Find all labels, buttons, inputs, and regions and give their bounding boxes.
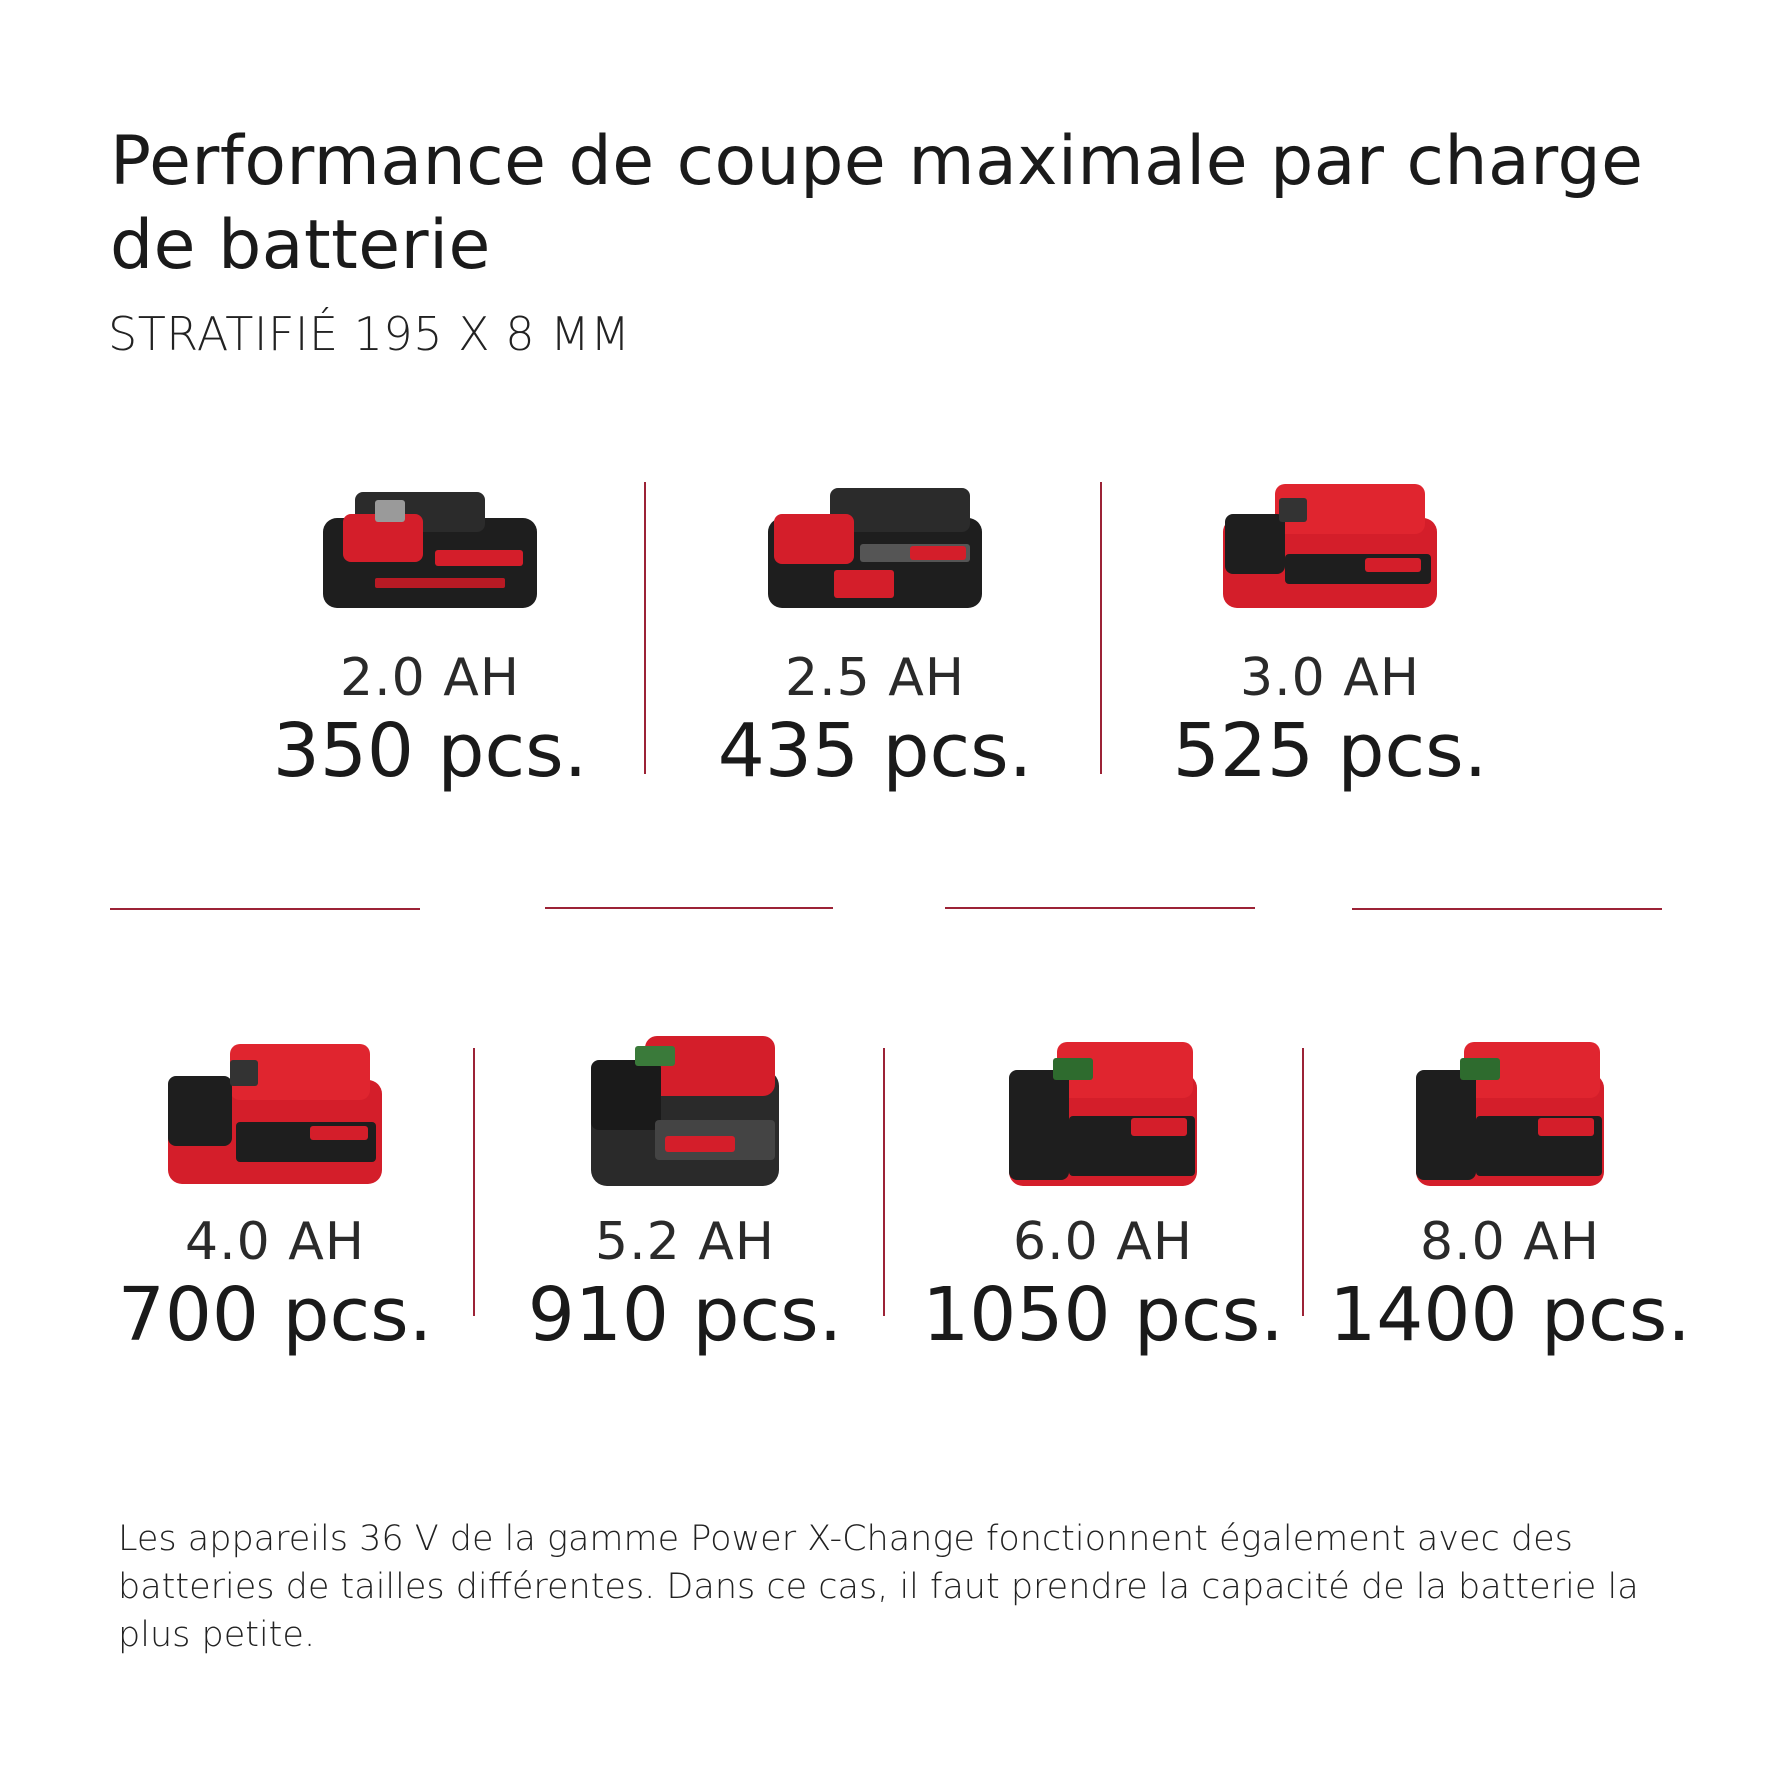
battery-pack-icon: [1223, 484, 1437, 608]
battery-pack-icon: [1009, 1042, 1197, 1186]
column-divider: [473, 1048, 475, 1316]
row-divider: [545, 907, 833, 909]
battery-pack-icon: [323, 492, 537, 608]
battery-pack-icon: [768, 488, 982, 608]
column-divider: [644, 482, 646, 774]
battery-pack-icon: [1416, 1042, 1604, 1186]
battery-card-2-5ah: 2.5 AH 435 pcs.: [718, 478, 1032, 794]
cut-count: 1050 pcs.: [922, 1272, 1284, 1358]
column-divider: [1100, 482, 1102, 774]
cut-count: 1400 pcs.: [1329, 1272, 1691, 1358]
battery-capacity: 8.0 AH: [1420, 1212, 1600, 1272]
column-divider: [1302, 1048, 1304, 1316]
row-divider: [110, 908, 420, 910]
battery-card-5-2ah: 5.2 AH 910 pcs.: [520, 1030, 850, 1358]
cut-count: 700 pcs.: [117, 1272, 433, 1358]
page-title: Performance de coupe maximale par charge…: [110, 122, 1644, 285]
footnote-text: Les appareils 36 V de la gamme Power X-C…: [118, 1519, 1639, 1655]
cut-count: 350 pcs.: [272, 708, 588, 794]
battery-capacity: 2.0 AH: [340, 648, 520, 708]
cut-count: 910 pcs.: [527, 1272, 843, 1358]
row-divider: [945, 907, 1255, 909]
battery-capacity: 2.5 AH: [785, 648, 965, 708]
battery-capacity: 5.2 AH: [595, 1212, 775, 1272]
column-divider: [883, 1048, 885, 1316]
cut-count: 435 pcs.: [717, 708, 1033, 794]
battery-capacity: 4.0 AH: [185, 1212, 365, 1272]
battery-card-2-0ah: 2.0 AH 350 pcs.: [273, 478, 587, 794]
page-subtitle: STRATIFIÉ 195 X 8 MM: [108, 307, 631, 361]
battery-capacity: 6.0 AH: [1013, 1212, 1193, 1272]
cut-count: 525 pcs.: [1172, 708, 1488, 794]
battery-card-4-0ah: 4.0 AH 700 pcs.: [110, 1036, 440, 1358]
battery-pack-icon: [168, 1044, 382, 1184]
battery-card-6-0ah: 6.0 AH 1050 pcs.: [922, 1036, 1284, 1358]
battery-capacity: 3.0 AH: [1240, 648, 1420, 708]
battery-pack-icon: [591, 1036, 779, 1186]
row-divider: [1352, 908, 1662, 910]
battery-card-8-0ah: 8.0 AH 1400 pcs.: [1329, 1036, 1691, 1358]
battery-card-3-0ah: 3.0 AH 525 pcs.: [1173, 478, 1487, 794]
